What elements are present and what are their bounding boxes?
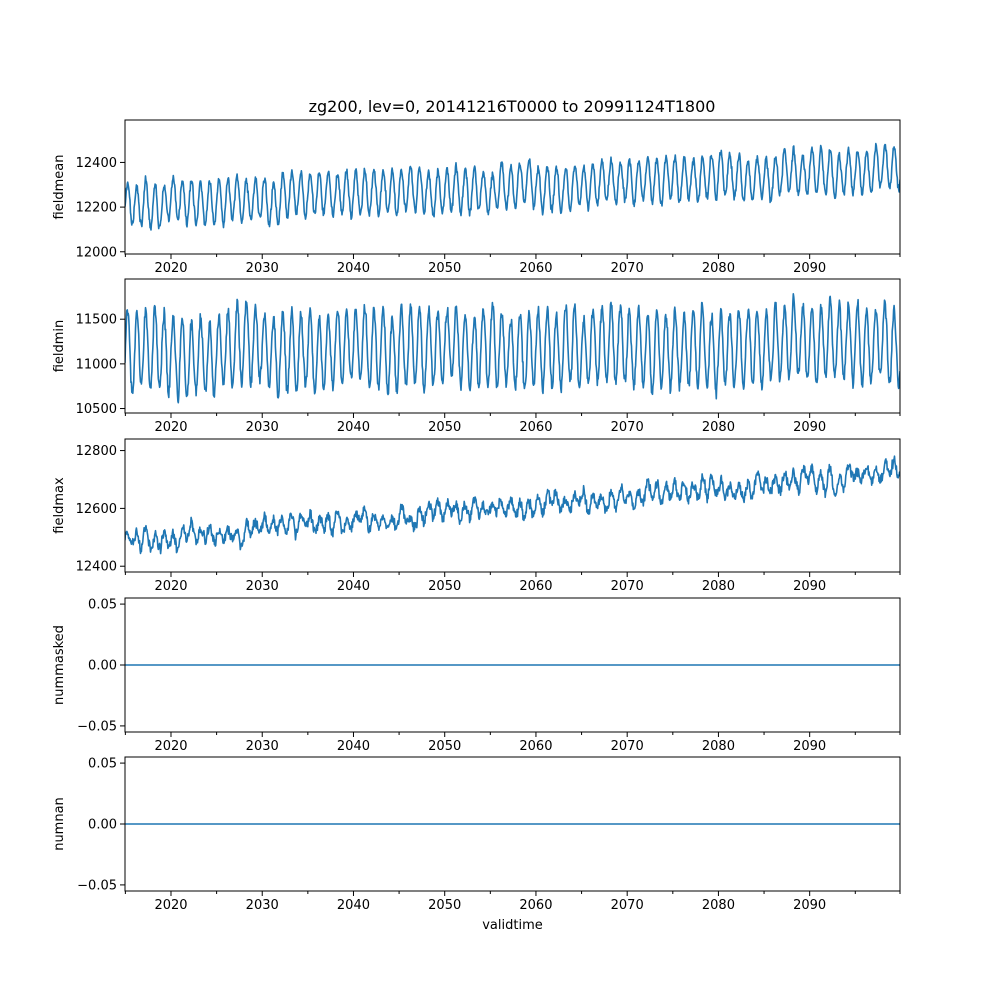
fieldmin-xtick-label: 2070 bbox=[611, 420, 644, 435]
fieldmean-ytick-label: 12400 bbox=[76, 156, 117, 171]
fieldmean-xtick-label: 2030 bbox=[246, 261, 279, 276]
fieldmin-ylabel: fieldmin bbox=[52, 320, 67, 373]
fieldmean-xtick-label: 2090 bbox=[793, 261, 826, 276]
fieldmax-ytick-label: 12600 bbox=[76, 502, 117, 517]
nummasked-xtick-label: 2040 bbox=[337, 739, 370, 754]
fieldmax-xtick-label: 2080 bbox=[702, 579, 735, 594]
subplot-fieldmax: 2020 2030 2040 2050 2060 2070 2080 2090 12400 126… bbox=[52, 438, 901, 594]
numnan-xtick-label: 2090 bbox=[793, 898, 826, 913]
fieldmin-xtick-label: 2060 bbox=[519, 420, 552, 435]
fieldmax-series-line bbox=[125, 455, 900, 555]
fieldmax-axes-frame bbox=[124, 438, 901, 573]
fieldmax-xtick-label: 2050 bbox=[428, 579, 461, 594]
numnan-xtick-label: 2020 bbox=[154, 898, 187, 913]
nummasked-xtick-label: 2030 bbox=[246, 739, 279, 754]
fieldmax-xtick-label: 2070 bbox=[611, 579, 644, 594]
fieldmean-ylabel: fieldmean bbox=[52, 155, 67, 220]
subplot-stack: 2020 2030 2040 2050 2060 2070 2080 2090 12000 122… bbox=[52, 119, 901, 933]
nummasked-ytick-label: 0.05 bbox=[88, 598, 117, 613]
nummasked-xtick-label: 2050 bbox=[428, 739, 461, 754]
fieldmax-ylabel: fieldmax bbox=[52, 477, 67, 534]
fieldmin-ytick-label: 10500 bbox=[76, 402, 117, 417]
subplot-fieldmin: 2020 2030 2040 2050 2060 2070 2080 2090 10500 110… bbox=[52, 278, 901, 435]
fieldmin-ytick-label: 11500 bbox=[76, 313, 117, 328]
fieldmean-ytick-label: 12000 bbox=[76, 245, 117, 260]
numnan-xtick-label: 2060 bbox=[519, 898, 552, 913]
numnan-ytick-label: 0.00 bbox=[88, 818, 117, 833]
fieldmean-xtick-label: 2070 bbox=[611, 261, 644, 276]
fieldmean-series-line bbox=[125, 142, 900, 231]
subplot-numnan: 2020 2030 2040 2050 2060 2070 2080 2090 −0.05 0.0… bbox=[52, 756, 901, 933]
nummasked-xtick-label: 2020 bbox=[154, 739, 187, 754]
numnan-xtick-label: 2030 bbox=[246, 898, 279, 913]
numnan-xtick-label: 2080 bbox=[702, 898, 735, 913]
fieldmean-xtick-label: 2040 bbox=[337, 261, 370, 276]
fieldmin-ytick-label: 11000 bbox=[76, 357, 117, 372]
fieldmax-xtick-label: 2040 bbox=[337, 579, 370, 594]
nummasked-ylabel: nummasked bbox=[52, 625, 67, 705]
nummasked-xtick-label: 2090 bbox=[793, 739, 826, 754]
chart-title: zg200, lev=0, 20141216T0000 to 20991124T… bbox=[309, 97, 716, 116]
fieldmax-xtick-label: 2060 bbox=[519, 579, 552, 594]
fieldmax-xtick-label: 2030 bbox=[246, 579, 279, 594]
fieldmin-xtick-label: 2040 bbox=[337, 420, 370, 435]
fieldmean-xtick-label: 2020 bbox=[154, 261, 187, 276]
numnan-xtick-label: 2050 bbox=[428, 898, 461, 913]
fieldmin-axes-frame bbox=[124, 278, 901, 414]
fieldmax-ytick-label: 12400 bbox=[76, 560, 117, 575]
numnan-ytick-label: 0.05 bbox=[88, 757, 117, 772]
nummasked-xtick-label: 2070 bbox=[611, 739, 644, 754]
fieldmin-xtick-label: 2080 bbox=[702, 420, 735, 435]
numnan-xtick-label: 2040 bbox=[337, 898, 370, 913]
subplot-fieldmean: 2020 2030 2040 2050 2060 2070 2080 2090 12000 122… bbox=[52, 119, 901, 276]
fieldmin-xtick-label: 2030 bbox=[246, 420, 279, 435]
nummasked-ytick-label: 0.00 bbox=[88, 659, 117, 674]
numnan-ytick-label: −0.05 bbox=[77, 878, 117, 893]
fieldmean-axes-frame bbox=[124, 119, 901, 255]
fieldmax-ytick-label: 12800 bbox=[76, 444, 117, 459]
subplot-nummasked: 2020 2030 2040 2050 2060 2070 2080 2090 −0.05 0.0… bbox=[52, 597, 901, 754]
fieldmin-xtick-label: 2020 bbox=[154, 420, 187, 435]
fieldmin-xtick-label: 2050 bbox=[428, 420, 461, 435]
nummasked-xtick-label: 2060 bbox=[519, 739, 552, 754]
numnan-xlabel: validtime bbox=[482, 918, 543, 933]
nummasked-ytick-label: −0.05 bbox=[77, 719, 117, 734]
fieldmean-xtick-label: 2080 bbox=[702, 261, 735, 276]
numnan-xtick-label: 2070 bbox=[611, 898, 644, 913]
fieldmean-xtick-label: 2060 bbox=[519, 261, 552, 276]
fieldmax-xtick-label: 2090 bbox=[793, 579, 826, 594]
fieldmean-xtick-label: 2050 bbox=[428, 261, 461, 276]
fieldmean-ytick-label: 12200 bbox=[76, 201, 117, 216]
fieldmin-xtick-label: 2090 bbox=[793, 420, 826, 435]
fieldmax-xtick-label: 2020 bbox=[154, 579, 187, 594]
nummasked-xtick-label: 2080 bbox=[702, 739, 735, 754]
numnan-ylabel: numnan bbox=[52, 797, 67, 851]
fieldmin-series-line bbox=[125, 292, 900, 404]
